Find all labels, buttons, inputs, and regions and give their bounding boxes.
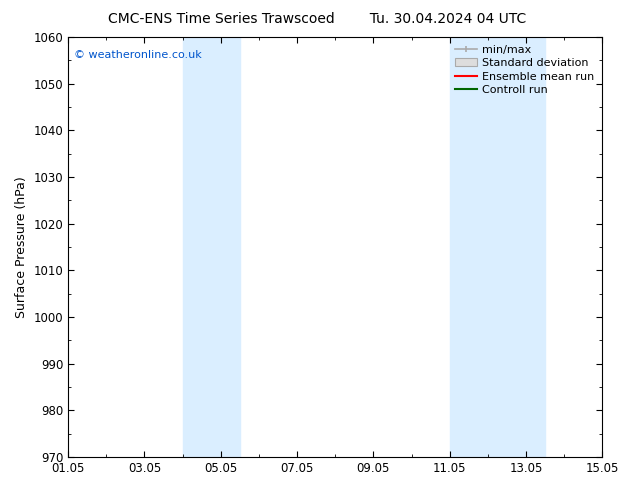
Bar <box>450 37 545 457</box>
Y-axis label: Surface Pressure (hPa): Surface Pressure (hPa) <box>15 176 28 318</box>
Legend: min/max, Standard deviation, Ensemble mean run, Controll run: min/max, Standard deviation, Ensemble me… <box>450 41 599 99</box>
Text: © weatheronline.co.uk: © weatheronline.co.uk <box>74 50 201 60</box>
Bar <box>183 37 240 457</box>
Text: CMC-ENS Time Series Trawscoed        Tu. 30.04.2024 04 UTC: CMC-ENS Time Series Trawscoed Tu. 30.04.… <box>108 12 526 26</box>
